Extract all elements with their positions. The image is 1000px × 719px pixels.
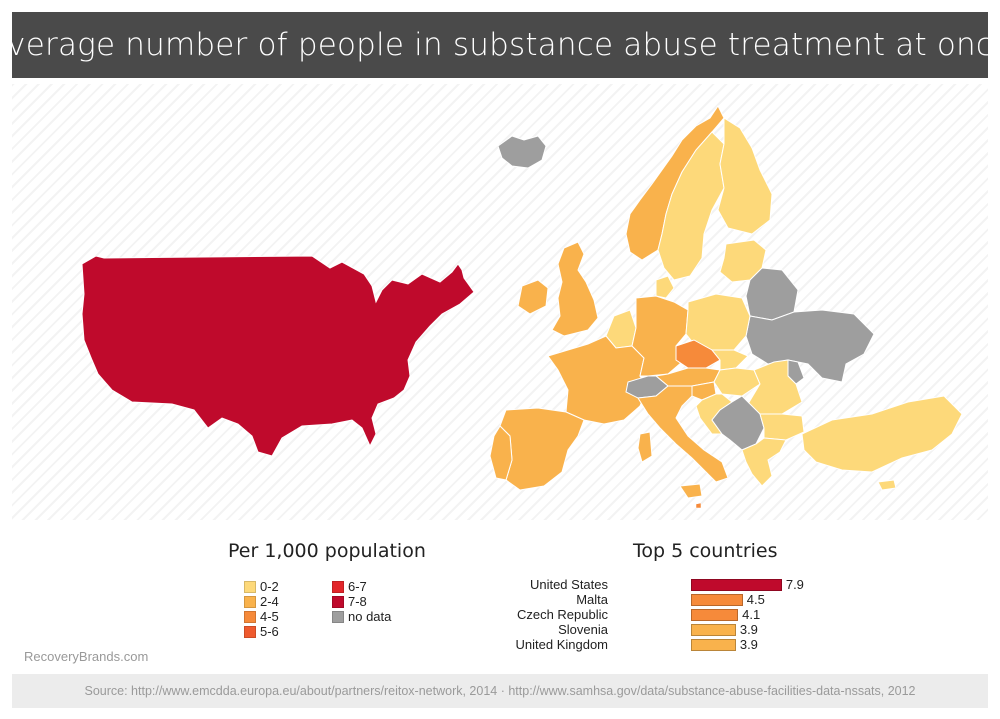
legend-swatch	[332, 610, 344, 623]
region-western-balkans	[711, 395, 765, 451]
legend-item: 0-2	[244, 579, 279, 594]
legend-title: Per 1,000 population	[228, 540, 426, 562]
top5-value: 4.5	[746, 592, 765, 607]
legend-item: 2-4	[244, 594, 279, 609]
region-united-states	[81, 255, 475, 457]
top5-bar	[691, 639, 736, 651]
top5-row: Slovenia 3.9	[520, 622, 820, 637]
top5-row: United Kingdom 3.9	[516, 637, 820, 652]
region-spain	[499, 407, 585, 491]
top5-bar	[691, 594, 743, 606]
legend-label: 5-6	[260, 624, 279, 639]
legend-item: 7-8	[332, 594, 367, 609]
region-romania	[747, 359, 803, 415]
top5-row: Czech Republic 4.1	[516, 607, 820, 622]
region-united-kingdom	[551, 241, 599, 337]
region-sicily	[679, 483, 703, 499]
legend-swatch	[332, 595, 344, 608]
top5-title: Top 5 countries	[633, 540, 778, 562]
top5-value: 4.1	[742, 607, 761, 622]
top5-country-name: United States	[529, 577, 608, 592]
region-belarus	[745, 267, 799, 321]
legend-label: 4-5	[260, 609, 279, 624]
legend-swatch	[244, 580, 256, 593]
top5-row: United States 7.9	[520, 577, 820, 592]
top5-country-name: United Kingdom	[515, 637, 609, 652]
top5-value: 3.9	[739, 622, 758, 637]
top5-bar	[691, 609, 739, 621]
region-sardinia	[637, 431, 653, 463]
region-czech-republic	[675, 339, 721, 369]
legend-label: 7-8	[348, 594, 367, 609]
legend-item: 4-5	[244, 609, 279, 624]
legend-item: 5-6	[244, 624, 279, 639]
top5-bar	[691, 624, 736, 636]
top5-value: 3.9	[739, 637, 758, 652]
top5-value: 7.9	[785, 577, 804, 592]
legend-label: 0-2	[260, 579, 279, 594]
legend-swatch	[244, 610, 256, 623]
region-greece	[741, 437, 787, 487]
page-title: Average number of people in substance ab…	[0, 12, 1000, 78]
legend-item: no data	[332, 609, 391, 624]
region-hungary	[713, 367, 761, 397]
brand-logo-text: RecoveryBrands.com	[24, 649, 149, 664]
legend-item: 6-7	[332, 579, 367, 594]
legend-label: no data	[348, 609, 392, 624]
legend-swatch	[332, 580, 344, 593]
region-turkey	[801, 395, 963, 473]
top5-country-name: Czech Republic	[516, 607, 608, 622]
region-cyprus	[877, 479, 897, 491]
choropleth-map	[81, 105, 963, 509]
region-denmark	[655, 275, 675, 299]
map-area	[12, 84, 988, 520]
region-finland	[717, 117, 773, 235]
region-portugal	[489, 425, 513, 481]
region-bulgaria	[759, 413, 805, 441]
region-germany	[631, 295, 689, 377]
region-italy	[637, 385, 729, 483]
source-footer: Source: http://www.emcdda.europa.eu/abou…	[12, 674, 988, 708]
region-ukraine	[745, 309, 875, 383]
legend-swatch	[244, 595, 256, 608]
legend-swatch	[244, 625, 256, 638]
top5-row: Malta 4.5	[520, 592, 820, 607]
top5-country-name: Malta	[576, 592, 608, 607]
top5-bar	[691, 579, 782, 591]
legend-label: 2-4	[260, 594, 279, 609]
top5-country-name: Slovenia	[558, 622, 608, 637]
legend-label: 6-7	[348, 579, 367, 594]
region-iceland	[497, 135, 547, 169]
region-malta	[695, 502, 702, 509]
region-ireland	[517, 279, 549, 315]
